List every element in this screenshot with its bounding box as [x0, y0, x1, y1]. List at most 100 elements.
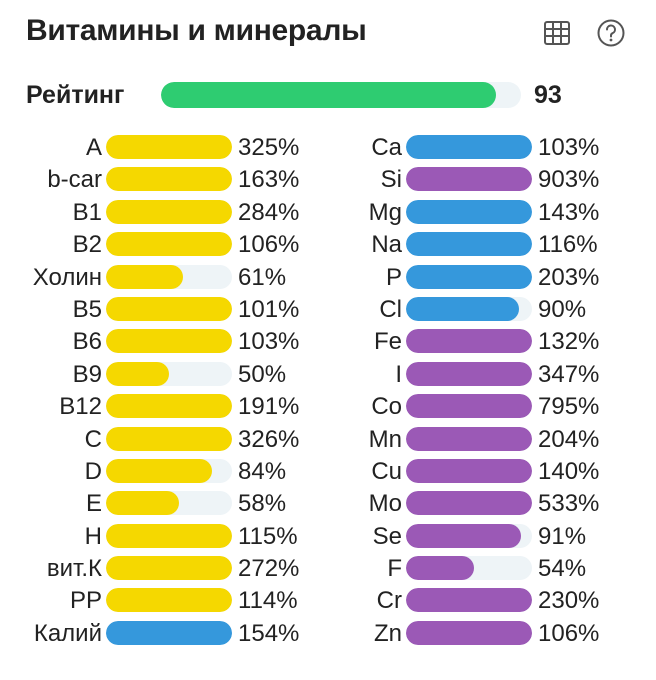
- nutrient-bar-fill: [106, 556, 232, 581]
- nutrient-percent: 163%: [238, 166, 300, 194]
- nutrient-name: Mo: [368, 490, 402, 518]
- nutrient-name: вит.К: [46, 555, 102, 583]
- nutrient-bar-fill: [106, 426, 232, 451]
- nutrient-bar-fill: [406, 296, 520, 321]
- nutrient-bar-fill: [406, 329, 532, 354]
- nutrient-row: Se 91%: [300, 520, 610, 552]
- nutrient-percent: 50%: [238, 360, 287, 388]
- nutrient-name: F: [387, 555, 402, 583]
- nutrient-bar-fill: [406, 491, 532, 516]
- nutrient-name: Co: [371, 393, 402, 421]
- nutrient-percent: 84%: [238, 457, 287, 485]
- nutrient-row: P 203%: [300, 261, 610, 293]
- nutrient-bar: [406, 135, 532, 159]
- nutrient-bar-fill: [406, 232, 532, 257]
- nutrient-bar-fill: [106, 361, 169, 386]
- help-button[interactable]: [594, 16, 628, 50]
- nutrient-percent: 533%: [538, 490, 600, 518]
- nutrient-bar: [406, 426, 532, 451]
- nutrient-bar: [406, 394, 532, 419]
- nutrient-bar: [106, 296, 232, 321]
- nutrient-bar-fill: [106, 232, 232, 257]
- nutrient-percent: 204%: [538, 425, 600, 453]
- question-circle-icon: [597, 19, 625, 47]
- nutrient-percent: 103%: [238, 328, 300, 356]
- nutrient-row: F 54%: [300, 552, 610, 584]
- nutrient-bar: [106, 458, 232, 483]
- nutrient-row: Fe 132%: [300, 325, 610, 357]
- nutrient-row: Cl 90%: [300, 293, 610, 325]
- nutrient-bar-fill: [406, 620, 532, 645]
- nutrient-bar-fill: [406, 426, 532, 451]
- nutrient-row: Si 903%: [300, 163, 610, 195]
- nutrient-percent: 347%: [538, 360, 600, 388]
- nutrient-name: B12: [59, 393, 102, 421]
- nutrient-bar-fill: [406, 523, 521, 548]
- nutrient-bar: [106, 232, 232, 257]
- nutrient-name: PP: [69, 587, 102, 615]
- nutrient-bar: [106, 329, 232, 354]
- nutrient-bar: [406, 620, 532, 645]
- nutrient-percent: 106%: [238, 231, 300, 259]
- nutrient-bar-fill: [106, 491, 180, 516]
- nutrient-percent: 114%: [238, 587, 298, 615]
- nutrient-percent: 154%: [238, 619, 300, 647]
- nutrient-row: PP 114%: [0, 584, 310, 616]
- rating-bar-fill: [161, 82, 496, 108]
- nutrient-percent: 284%: [238, 198, 300, 226]
- nutrient-bar-fill: [406, 199, 532, 224]
- nutrient-bar: [106, 491, 232, 516]
- nutrient-bar-fill: [106, 620, 232, 645]
- rating-row: Рейтинг 93: [26, 78, 636, 114]
- nutrient-row: I 347%: [300, 358, 610, 390]
- nutrient-bar: [406, 232, 532, 257]
- nutrient-bar-fill: [406, 167, 532, 192]
- nutrient-percent: 54%: [538, 555, 587, 583]
- nutrient-name: B6: [72, 328, 102, 356]
- nutrient-bar: [406, 491, 532, 516]
- nutrient-bar: [106, 199, 232, 224]
- nutrient-bar: [106, 620, 232, 645]
- nutrient-bar: [106, 394, 232, 419]
- nutrient-name: b-car: [47, 166, 102, 194]
- nutrient-row: C 326%: [0, 423, 310, 455]
- nutrient-percent: 203%: [538, 263, 600, 291]
- nutrient-row: D 84%: [0, 455, 310, 487]
- table-view-button[interactable]: [540, 16, 574, 50]
- nutrient-bar-fill: [106, 329, 232, 354]
- nutrient-bar: [406, 361, 532, 386]
- nutrient-percent: 230%: [538, 587, 600, 615]
- nutrient-name: C: [84, 425, 102, 453]
- nutrient-bar-fill: [406, 264, 532, 289]
- nutrient-bar: [106, 523, 232, 548]
- nutrient-row: E 58%: [0, 487, 310, 519]
- nutrient-row: B6 103%: [0, 325, 310, 357]
- nutrient-row: Mg 143%: [300, 196, 610, 228]
- nutrient-bar-fill: [106, 199, 232, 224]
- page-title: Витамины и минералы: [26, 14, 367, 47]
- nutrient-row: A 325%: [0, 131, 310, 163]
- nutrient-bar-fill: [106, 588, 232, 613]
- nutrient-bar: [406, 264, 532, 289]
- nutrient-percent: 140%: [538, 457, 600, 485]
- nutrient-name: E: [85, 490, 102, 518]
- nutrient-name: P: [385, 263, 402, 291]
- nutrient-bar-fill: [406, 135, 532, 159]
- nutrient-percent: 115%: [238, 522, 298, 550]
- nutrient-row: Cu 140%: [300, 455, 610, 487]
- nutrient-percent: 795%: [538, 393, 600, 421]
- nutrient-name: D: [84, 457, 102, 485]
- nutrient-row: B9 50%: [0, 358, 310, 390]
- nutrient-bar-fill: [406, 394, 532, 419]
- minerals-column: Ca 103% Si 903% Mg 143% Na 116% P 203% Cl 90% Fe 132%…: [300, 131, 610, 649]
- nutrient-bar: [106, 426, 232, 451]
- nutrient-row: Mo 533%: [300, 487, 610, 519]
- nutrient-name: Холин: [32, 263, 102, 291]
- nutrient-name: B9: [72, 360, 102, 388]
- nutrient-name: Si: [380, 166, 402, 194]
- nutrient-row: B2 106%: [0, 228, 310, 260]
- nutrient-row: Zn 106%: [300, 617, 610, 649]
- nutrient-bar-fill: [106, 394, 232, 419]
- nutrient-bar-fill: [106, 264, 183, 289]
- nutrient-name: Cu: [371, 457, 402, 485]
